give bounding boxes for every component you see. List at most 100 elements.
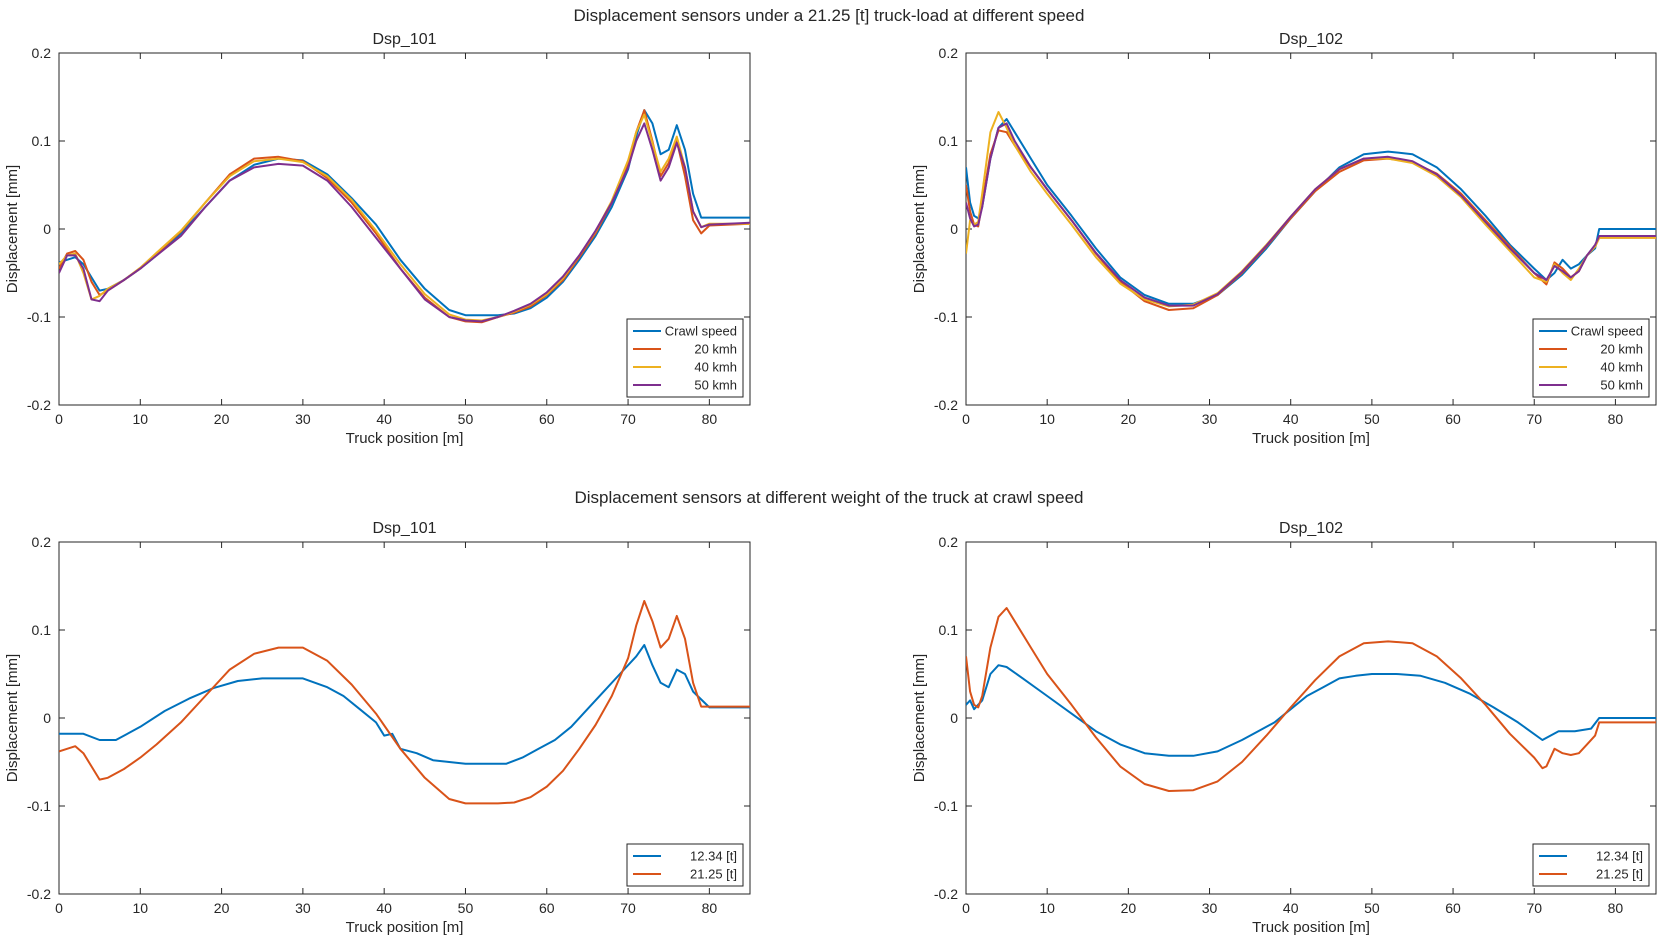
y-axis-label: Displacement [mm] bbox=[911, 165, 928, 293]
x-tick-label: 80 bbox=[1608, 900, 1624, 916]
x-tick-label: 80 bbox=[702, 411, 718, 427]
x-tick-label: 40 bbox=[376, 411, 392, 427]
x-tick-label: 70 bbox=[1526, 411, 1542, 427]
y-tick-label: 0.2 bbox=[32, 534, 52, 550]
y-tick-label: 0.2 bbox=[32, 45, 52, 61]
x-tick-label: 40 bbox=[1283, 900, 1299, 916]
legend: Crawl speed 20 kmh 40 kmh 50 kmh bbox=[626, 318, 744, 398]
y-tick-label: 0.2 bbox=[939, 534, 959, 550]
legend-label: 40 kmh bbox=[694, 360, 737, 375]
y-tick-label: 0 bbox=[950, 221, 958, 237]
y-tick-label: -0.2 bbox=[934, 886, 958, 902]
legend-label: 12.34 [t] bbox=[1596, 849, 1643, 864]
y-tick-label: 0 bbox=[950, 710, 958, 726]
x-tick-label: 50 bbox=[458, 900, 474, 916]
x-tick-label: 0 bbox=[962, 411, 970, 427]
chart-title: Dsp_102 bbox=[1279, 31, 1343, 48]
series-line-2 bbox=[966, 607, 1656, 792]
x-tick-label: 10 bbox=[1039, 411, 1055, 427]
x-tick-label: 60 bbox=[539, 411, 555, 427]
axes-box bbox=[965, 541, 1657, 895]
x-tick-label: 10 bbox=[133, 900, 149, 916]
x-axis-label: Truck position [m] bbox=[346, 919, 464, 936]
x-tick-label: 40 bbox=[376, 900, 392, 916]
y-tick-label: -0.1 bbox=[934, 309, 958, 325]
y-tick-label: 0.2 bbox=[939, 45, 959, 61]
x-tick-label: 60 bbox=[1445, 900, 1461, 916]
x-tick-label: 10 bbox=[133, 411, 149, 427]
series-line-1 bbox=[59, 644, 750, 765]
chart-panel-3: Dsp_101 0 10 20 30 40 50 60 70 80 -0.2 -0.1 0 0.1 0.2 T… bbox=[4, 520, 751, 936]
suptitle-bottom: Displacement sensors at different weight… bbox=[575, 488, 1084, 507]
y-tick-label: -0.2 bbox=[27, 397, 51, 413]
legend-label: Crawl speed bbox=[1571, 324, 1643, 339]
x-tick-label: 40 bbox=[1283, 411, 1299, 427]
legend-label: 20 kmh bbox=[694, 342, 737, 357]
y-axis-label: Displacement [mm] bbox=[911, 654, 928, 782]
x-tick-label: 0 bbox=[55, 411, 63, 427]
y-tick-label: 0.1 bbox=[32, 133, 52, 149]
legend-label: 50 kmh bbox=[694, 378, 737, 393]
x-tick-label: 80 bbox=[702, 900, 718, 916]
x-tick-label: 0 bbox=[962, 900, 970, 916]
y-tick-label: 0.1 bbox=[32, 622, 52, 638]
x-tick-label: 20 bbox=[1121, 411, 1137, 427]
axes-box bbox=[58, 541, 751, 895]
x-axis-label: Truck position [m] bbox=[1252, 919, 1370, 936]
x-tick-label: 20 bbox=[1121, 900, 1137, 916]
series-line-4 bbox=[59, 122, 750, 323]
x-tick-label: 30 bbox=[1202, 900, 1218, 916]
chart-panel-2: Dsp_102 0 10 20 30 40 50 60 70 80 -0.2 -0.1 0 0.1 0.2 T… bbox=[911, 31, 1657, 447]
y-tick-label: -0.1 bbox=[27, 309, 51, 325]
legend-box bbox=[626, 843, 744, 887]
series-line-1 bbox=[966, 664, 1656, 757]
x-tick-label: 70 bbox=[620, 411, 636, 427]
x-tick-label: 10 bbox=[1039, 900, 1055, 916]
x-tick-label: 50 bbox=[1364, 900, 1380, 916]
series-line-4 bbox=[966, 122, 1656, 307]
x-axis-label: Truck position [m] bbox=[1252, 430, 1370, 447]
y-axis-label: Displacement [mm] bbox=[4, 165, 21, 293]
legend-label: 20 kmh bbox=[1600, 342, 1643, 357]
x-tick-label: 70 bbox=[620, 900, 636, 916]
y-axis-label: Displacement [mm] bbox=[4, 654, 21, 782]
y-tick-label: -0.2 bbox=[27, 886, 51, 902]
x-tick-label: 80 bbox=[1608, 411, 1624, 427]
legend-label: 40 kmh bbox=[1600, 360, 1643, 375]
x-tick-label: 20 bbox=[214, 411, 230, 427]
legend-label: 12.34 [t] bbox=[690, 849, 737, 864]
x-tick-label: 30 bbox=[295, 900, 311, 916]
y-tick-label: -0.1 bbox=[27, 798, 51, 814]
x-tick-label: 30 bbox=[295, 411, 311, 427]
x-axis-label: Truck position [m] bbox=[346, 430, 464, 447]
suptitle-top: Displacement sensors under a 21.25 [t] t… bbox=[574, 6, 1085, 25]
legend-label: 50 kmh bbox=[1600, 378, 1643, 393]
chart-title: Dsp_101 bbox=[372, 31, 436, 48]
chart-panel-1: Dsp_101 0 10 20 30 40 50 60 70 80 -0.2 -0.1 0 0.1 0.2 T… bbox=[4, 31, 751, 447]
legend-box bbox=[1532, 843, 1650, 887]
legend-label: 21.25 [t] bbox=[1596, 867, 1643, 882]
legend-label: 21.25 [t] bbox=[690, 867, 737, 882]
x-tick-label: 70 bbox=[1526, 900, 1542, 916]
legend: 12.34 [t] 21.25 [t] bbox=[1532, 843, 1650, 887]
chart-title: Dsp_102 bbox=[1279, 520, 1343, 537]
legend-label: Crawl speed bbox=[665, 324, 737, 339]
series-line-2 bbox=[59, 600, 750, 805]
chart-panel-4: Dsp_102 0 10 20 30 40 50 60 70 80 -0.2 -0.1 0 0.1 0.2 T… bbox=[911, 520, 1657, 936]
x-tick-label: 50 bbox=[458, 411, 474, 427]
legend: 12.34 [t] 21.25 [t] bbox=[626, 843, 744, 887]
x-tick-label: 20 bbox=[214, 900, 230, 916]
y-tick-label: -0.2 bbox=[934, 397, 958, 413]
y-tick-label: -0.1 bbox=[934, 798, 958, 814]
x-tick-label: 0 bbox=[55, 900, 63, 916]
x-tick-label: 30 bbox=[1202, 411, 1218, 427]
chart-title: Dsp_101 bbox=[372, 520, 436, 537]
y-tick-label: 0.1 bbox=[939, 133, 959, 149]
legend: Crawl speed 20 kmh 40 kmh 50 kmh bbox=[1532, 318, 1650, 398]
x-tick-label: 60 bbox=[539, 900, 555, 916]
y-tick-label: 0 bbox=[43, 710, 51, 726]
x-tick-label: 50 bbox=[1364, 411, 1380, 427]
y-tick-label: 0 bbox=[43, 221, 51, 237]
x-tick-label: 60 bbox=[1445, 411, 1461, 427]
